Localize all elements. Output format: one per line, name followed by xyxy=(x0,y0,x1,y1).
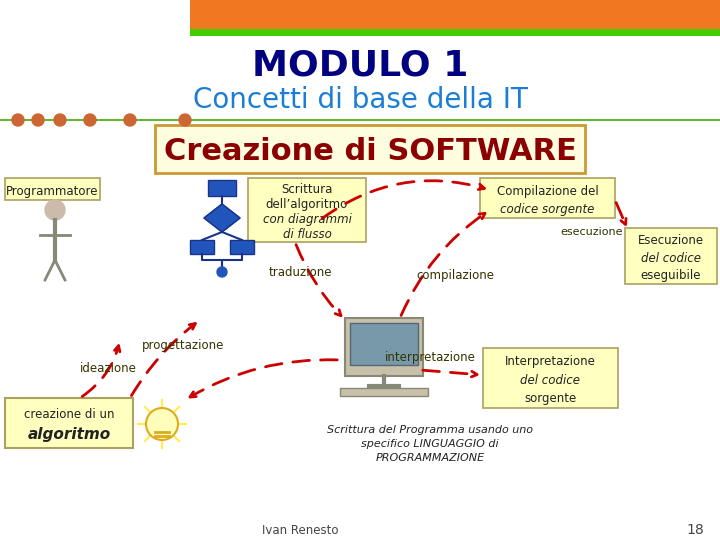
Text: interpretazione: interpretazione xyxy=(384,352,475,365)
Circle shape xyxy=(217,267,227,277)
Text: di flusso: di flusso xyxy=(282,228,331,241)
Circle shape xyxy=(32,114,44,126)
FancyBboxPatch shape xyxy=(345,318,423,376)
Text: MODULO 1: MODULO 1 xyxy=(252,48,468,82)
Circle shape xyxy=(124,114,136,126)
Text: dell’algoritmo: dell’algoritmo xyxy=(266,198,348,211)
Text: sorgente: sorgente xyxy=(524,392,577,405)
Text: traduzione: traduzione xyxy=(269,266,332,279)
Text: Concetti di base della IT: Concetti di base della IT xyxy=(192,86,528,114)
Text: compilazione: compilazione xyxy=(416,268,494,281)
FancyBboxPatch shape xyxy=(5,398,133,448)
Text: ideazione: ideazione xyxy=(80,361,137,375)
FancyBboxPatch shape xyxy=(208,180,236,196)
Text: codice sorgente: codice sorgente xyxy=(500,202,595,215)
Text: 18: 18 xyxy=(686,523,704,537)
Circle shape xyxy=(12,114,24,126)
Text: creazione di un: creazione di un xyxy=(24,408,114,421)
Text: del codice: del codice xyxy=(521,374,580,387)
FancyBboxPatch shape xyxy=(625,228,717,284)
FancyBboxPatch shape xyxy=(5,178,100,200)
FancyBboxPatch shape xyxy=(483,348,618,408)
Text: Creazione di SOFTWARE: Creazione di SOFTWARE xyxy=(163,138,577,166)
Circle shape xyxy=(84,114,96,126)
Text: specifico LINGUAGGIO di: specifico LINGUAGGIO di xyxy=(361,439,499,449)
Text: del codice: del codice xyxy=(641,252,701,265)
FancyBboxPatch shape xyxy=(340,388,428,396)
Text: Interpretazione: Interpretazione xyxy=(505,355,596,368)
Text: Ivan Renesto: Ivan Renesto xyxy=(262,523,338,537)
FancyBboxPatch shape xyxy=(248,178,366,242)
FancyBboxPatch shape xyxy=(230,240,254,254)
Text: Compilazione del: Compilazione del xyxy=(497,185,598,198)
Circle shape xyxy=(146,408,178,440)
Circle shape xyxy=(45,200,65,220)
Text: Scrittura del Programma usando uno: Scrittura del Programma usando uno xyxy=(327,425,533,435)
Bar xyxy=(190,0,720,30)
Text: con diagrammi: con diagrammi xyxy=(263,213,351,226)
Text: eseguibile: eseguibile xyxy=(641,269,701,282)
FancyBboxPatch shape xyxy=(190,240,214,254)
Text: Programmatore: Programmatore xyxy=(6,185,99,198)
FancyBboxPatch shape xyxy=(480,178,615,218)
Circle shape xyxy=(179,114,191,126)
Text: progettazione: progettazione xyxy=(142,339,224,352)
FancyBboxPatch shape xyxy=(350,323,418,365)
Text: Esecuzione: Esecuzione xyxy=(638,234,704,247)
Text: Scrittura: Scrittura xyxy=(282,183,333,196)
Polygon shape xyxy=(204,204,240,232)
Circle shape xyxy=(54,114,66,126)
FancyBboxPatch shape xyxy=(155,125,585,173)
Text: esecuzione: esecuzione xyxy=(560,227,623,237)
Bar xyxy=(190,29,720,36)
Text: algoritmo: algoritmo xyxy=(27,427,111,442)
Text: PROGRAMMAZIONE: PROGRAMMAZIONE xyxy=(375,453,485,463)
